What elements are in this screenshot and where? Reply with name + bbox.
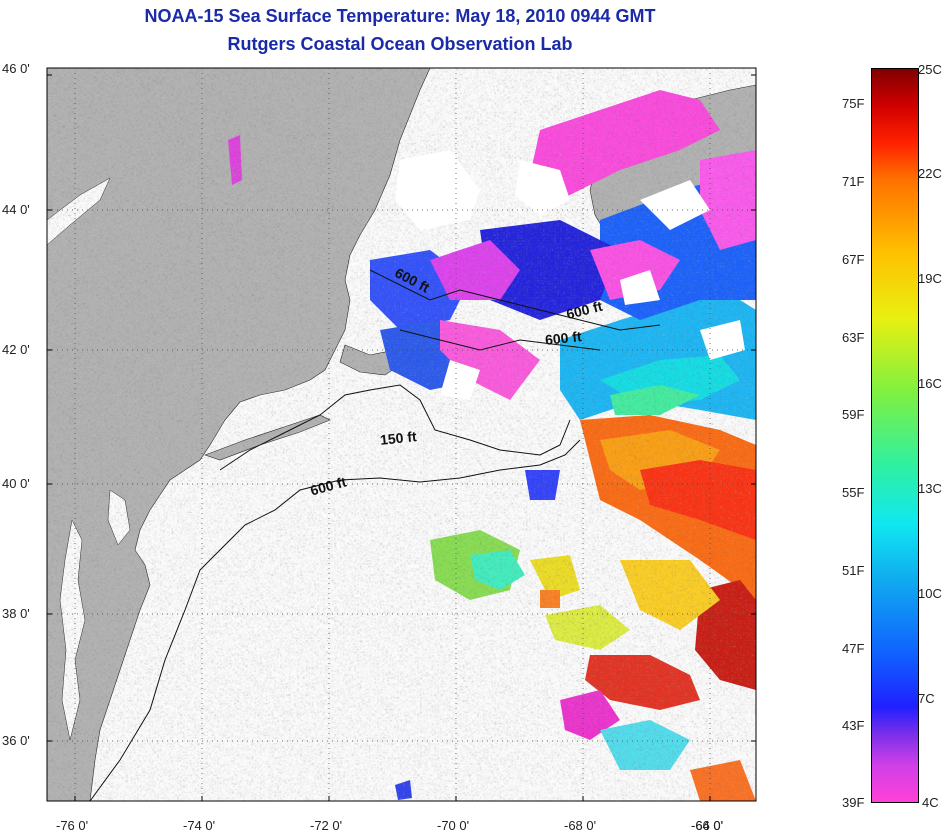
lon-label: -66 0' (691, 818, 724, 833)
tick-marks (47, 74, 756, 801)
sst-cold-patches (430, 90, 756, 400)
colorbar-f-label: 47F (842, 641, 865, 656)
lat-label: 46 0' (2, 61, 30, 76)
cloud-mask (395, 150, 745, 400)
colorbar-f-label: 39F (842, 795, 865, 810)
sst-scattered-patches (228, 135, 756, 801)
colorbar-c-label: 25C (918, 62, 942, 77)
land-mainland (47, 68, 431, 801)
map-title: NOAA-15 Sea Surface Temperature: May 18,… (144, 6, 656, 26)
temperature-colorbar (871, 68, 919, 803)
lat-label: 42 0' (2, 342, 30, 357)
chesapeake-bay (59, 519, 86, 741)
contour-150ft (219, 384, 571, 471)
colorbar-f-label: 75F (842, 96, 865, 111)
lake-ontario (47, 177, 111, 246)
colorbar-f-label: 71F (842, 174, 865, 189)
colorbar-c-label: 7C (918, 691, 935, 706)
colorbar-c-label: 16C (918, 376, 942, 391)
colorbar-c-label: 13C (918, 481, 942, 496)
graticule (47, 68, 756, 801)
lon-label: -70 0' (437, 818, 470, 833)
colorbar-c-label: 19C (918, 271, 942, 286)
map-subtitle: Rutgers Coastal Ocean Observation Lab (227, 34, 573, 54)
sst-warm-patches (580, 415, 756, 710)
lat-label: 44 0' (2, 202, 30, 217)
delaware-bay (107, 489, 131, 546)
contour-gulf-ledges (399, 329, 601, 351)
contour-600ft-gulf (369, 269, 661, 331)
lon-label: -68 0' (564, 818, 597, 833)
colorbar-c-label: 10C (918, 586, 942, 601)
lon-label: -74 0' (183, 818, 216, 833)
lat-label: 38 0' (2, 606, 30, 621)
colorbar-f-label: 51F (842, 563, 865, 578)
colorbar-c-label: 4C (922, 795, 939, 810)
bathymetry-contours (89, 269, 661, 801)
colorbar-c-label: 22C (918, 166, 942, 181)
lon-label: -76 0' (56, 818, 89, 833)
colorbar-f-label: 63F (842, 330, 865, 345)
lat-label: 36 0' (2, 733, 30, 748)
lat-label: 40 0' (2, 476, 30, 491)
lon-label: -72 0' (310, 818, 343, 833)
colorbar-f-label: 67F (842, 252, 865, 267)
colorbar-f-label: 59F (842, 407, 865, 422)
land-long-island (204, 414, 331, 461)
map-frame (46, 67, 757, 802)
colorbar-f-label: 55F (842, 485, 865, 500)
lon-label-last: -64 0' (691, 818, 724, 833)
colorbar-f-label: 43F (842, 718, 865, 733)
contour-600ft-shelf (89, 439, 581, 801)
